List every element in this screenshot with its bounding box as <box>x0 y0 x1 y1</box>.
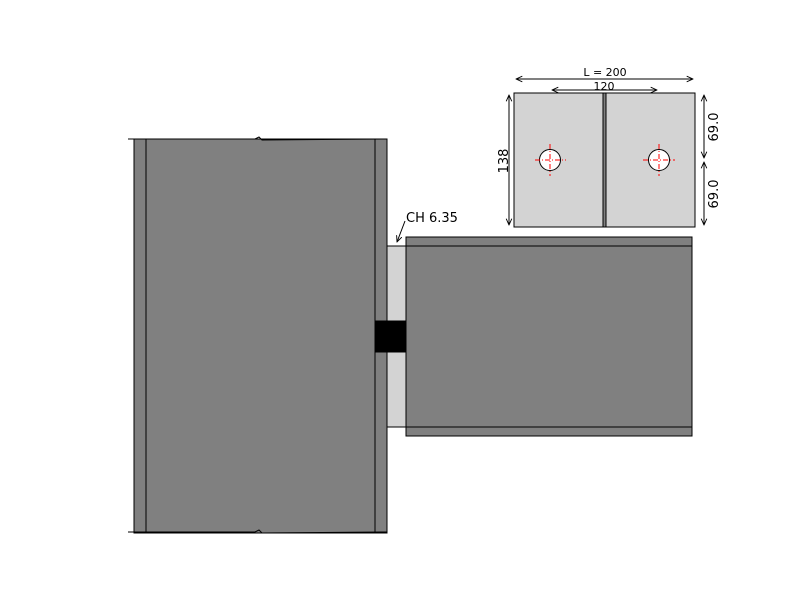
plate-detail-center-strip <box>602 92 607 228</box>
column-break-line-bottom <box>128 529 388 534</box>
column-flange-left <box>133 138 147 534</box>
dimension-lower-edge: 69.0 <box>704 162 722 225</box>
plate-detail: L = 200 120 138 69.0 69.0 <box>497 66 722 228</box>
dimension-bolt-spacing: 120 <box>552 80 657 93</box>
dimension-upper-edge-label: 69.0 <box>707 113 722 142</box>
dimension-upper-edge: 69.0 <box>704 95 722 158</box>
dimension-length-label: L = 200 <box>583 66 626 79</box>
beam <box>405 236 693 437</box>
plate-callout: CH 6.35 <box>397 211 458 242</box>
column-break-line-top <box>128 136 388 141</box>
dimension-bolt-spacing-label: 120 <box>594 80 615 93</box>
column <box>128 136 388 534</box>
weld-block <box>374 320 407 353</box>
dimension-height: 138 <box>497 95 512 225</box>
bolt-hole-right <box>643 144 675 176</box>
beam-flange-top <box>405 236 693 247</box>
callout-leader <box>397 220 406 242</box>
dimension-height-label: 138 <box>497 149 512 174</box>
dimension-length: L = 200 <box>516 66 693 79</box>
column-web <box>145 138 376 534</box>
beam-web <box>405 245 693 428</box>
beam-flange-bottom <box>405 426 693 437</box>
callout-label: CH 6.35 <box>406 211 458 226</box>
dimension-lower-edge-label: 69.0 <box>707 180 722 209</box>
bolt-hole-left <box>535 144 566 176</box>
